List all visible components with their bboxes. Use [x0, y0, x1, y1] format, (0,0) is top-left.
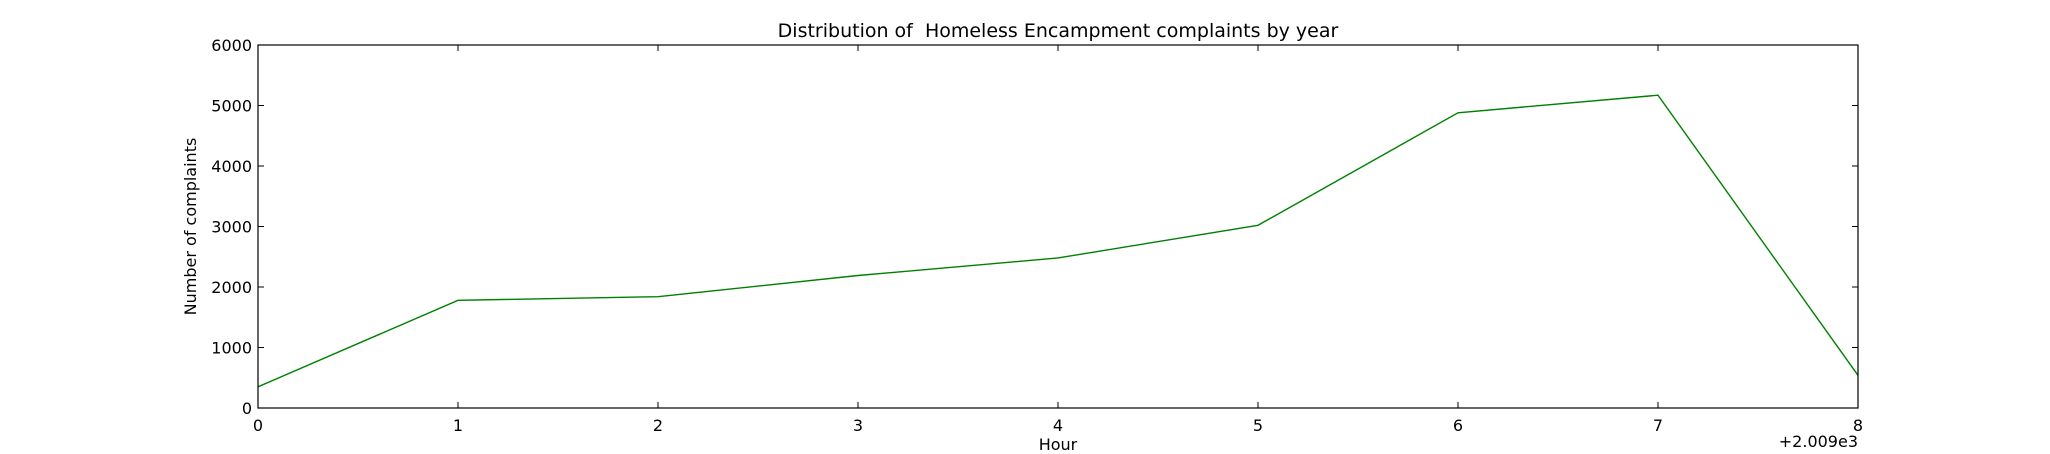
x-tick-label: 0: [253, 416, 263, 435]
x-tick-label: 5: [1253, 416, 1263, 435]
y-axis-label: Number of complaints: [181, 138, 200, 316]
x-tick-label: 1: [453, 416, 463, 435]
y-tick-label: 5000: [211, 97, 252, 116]
x-tick-label: 6: [1453, 416, 1463, 435]
x-tick-label: 8: [1853, 416, 1863, 435]
y-tick-label: 2000: [211, 278, 252, 297]
y-tick-label: 0: [242, 399, 252, 418]
series-line: [257, 94, 1859, 388]
x-tick-label: 3: [853, 416, 863, 435]
chart-title: Distribution of Homeless Encampment comp…: [778, 20, 1339, 42]
x-axis-label: Hour: [1039, 435, 1078, 450]
x-axis-offset-label: +2.009e3: [1779, 432, 1858, 450]
y-tick-label: 4000: [211, 157, 252, 176]
x-tick-label: 4: [1053, 416, 1063, 435]
x-tick-label: 7: [1653, 416, 1663, 435]
x-tick-label: 2: [653, 416, 663, 435]
plot-frame: [257, 44, 1859, 409]
y-tick-label: 3000: [211, 218, 252, 237]
y-tick-label: 1000: [211, 339, 252, 358]
plot-area: 0 1 2 3 4 5 6 7 8 0 1000 2000 3000 4000 5000 6000: [211, 36, 1863, 435]
y-tick-label: 6000: [211, 36, 252, 55]
